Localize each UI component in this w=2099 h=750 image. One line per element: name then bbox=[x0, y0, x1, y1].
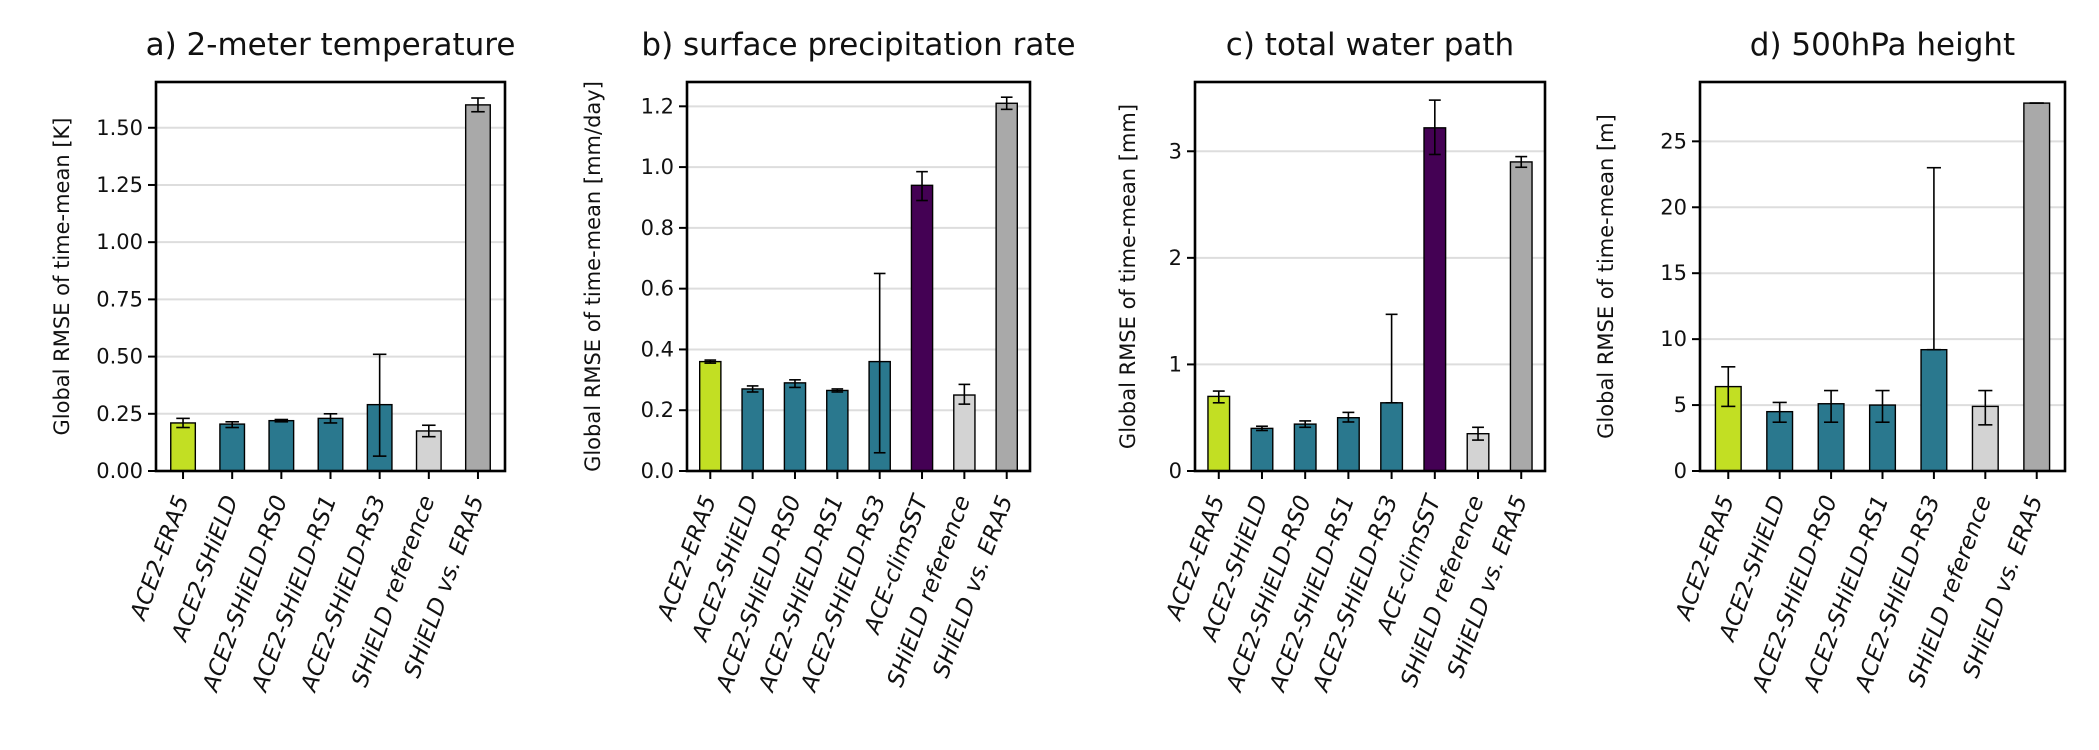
y-tick-label: 0.75 bbox=[96, 287, 143, 311]
y-axis-label: Global RMSE of time-mean [K] bbox=[50, 118, 74, 436]
bar-ace-climsst bbox=[1423, 127, 1447, 472]
y-tick-label: 1.00 bbox=[96, 230, 143, 254]
y-tick-label: 0 bbox=[1169, 459, 1182, 483]
y-tick-label: 0.0 bbox=[641, 459, 674, 483]
panel-title: c) total water path bbox=[1226, 27, 1514, 63]
y-axis-label: Global RMSE of time-mean [mm] bbox=[1116, 104, 1140, 449]
plot-frame bbox=[154, 80, 507, 473]
panel-title: b) surface precipitation rate bbox=[641, 27, 1075, 63]
bar-ace2-shield bbox=[219, 423, 246, 472]
y-tick-label: 10 bbox=[1660, 327, 1687, 351]
y-tick-label: 0.25 bbox=[96, 402, 143, 426]
bar-ace2-shield-rs3 bbox=[1920, 348, 1948, 472]
plot-frame bbox=[685, 80, 1032, 473]
bar-ace2-shield-rs0 bbox=[783, 382, 807, 472]
y-axis-label: Global RMSE of time-mean [m] bbox=[1594, 114, 1618, 439]
bar-ace2-shield-rs1 bbox=[826, 389, 849, 472]
y-tick-label: 0.8 bbox=[641, 216, 674, 240]
y-tick-label: 20 bbox=[1660, 195, 1687, 219]
panel-title: a) 2-meter temperature bbox=[146, 27, 516, 63]
bar-ace2-shield-rs1 bbox=[1336, 417, 1360, 472]
bar-ace2-shield-rs0 bbox=[1293, 423, 1317, 472]
plot-frame bbox=[1193, 80, 1547, 473]
bar-ace2-shield bbox=[741, 388, 764, 472]
bar-shield-vs-era5 bbox=[2023, 102, 2051, 472]
y-tick-label: 5 bbox=[1674, 393, 1687, 417]
bar-shield-vs-era5 bbox=[464, 104, 491, 472]
bar-ace2-shield-rs1 bbox=[317, 417, 344, 472]
bar-ace2-shield-rs3 bbox=[1380, 402, 1404, 472]
y-tick-label: 0.6 bbox=[641, 277, 674, 301]
y-tick-label: 2 bbox=[1169, 246, 1182, 270]
bar-ace-climsst bbox=[910, 184, 934, 472]
y-tick-label: 1.50 bbox=[96, 116, 143, 140]
y-tick-label: 0 bbox=[1674, 459, 1687, 483]
bar-ace2-shield-rs0 bbox=[268, 419, 295, 472]
bar-ace2-era5 bbox=[170, 422, 197, 472]
chart-panel-d: 0510152025ACE2-ERA5ACE2-SHiELDACE2-SHiEL… bbox=[1594, 27, 2067, 697]
chart-panel-b: 0.00.20.40.60.81.01.2ACE2-ERA5ACE2-SHiEL… bbox=[581, 27, 1076, 697]
y-tick-label: 0.2 bbox=[641, 398, 674, 422]
y-tick-label: 1.2 bbox=[641, 94, 674, 118]
y-tick-label: 15 bbox=[1660, 261, 1687, 285]
bar-ace2-era5 bbox=[699, 360, 722, 472]
panel-title: d) 500hPa height bbox=[1750, 27, 2015, 63]
y-tick-label: 0.50 bbox=[96, 345, 143, 369]
plot-frame bbox=[1698, 80, 2067, 473]
chart-panel-c: 0123ACE2-ERA5ACE2-SHiELDACE2-SHiELD-RS0A… bbox=[1116, 27, 1547, 697]
y-tick-label: 25 bbox=[1660, 129, 1687, 153]
y-tick-label: 1.0 bbox=[641, 155, 674, 179]
bar-ace2-shield bbox=[1250, 427, 1274, 472]
bar-shield-vs-era5 bbox=[1509, 161, 1533, 472]
y-tick-label: 1 bbox=[1169, 352, 1182, 376]
y-tick-label: 0.4 bbox=[641, 337, 674, 361]
y-axis-label: Global RMSE of time-mean [mm/day] bbox=[581, 81, 605, 472]
bar-shield-vs-era5 bbox=[995, 102, 1018, 472]
y-tick-label: 3 bbox=[1169, 139, 1182, 163]
y-tick-label: 0.00 bbox=[96, 459, 143, 483]
y-tick-label: 1.25 bbox=[96, 173, 143, 197]
chart-panel-a: 0.000.250.500.751.001.251.50ACE2-ERA5ACE… bbox=[50, 27, 515, 697]
bar-ace2-era5 bbox=[1207, 395, 1231, 472]
bar-shield-reference bbox=[953, 394, 976, 472]
